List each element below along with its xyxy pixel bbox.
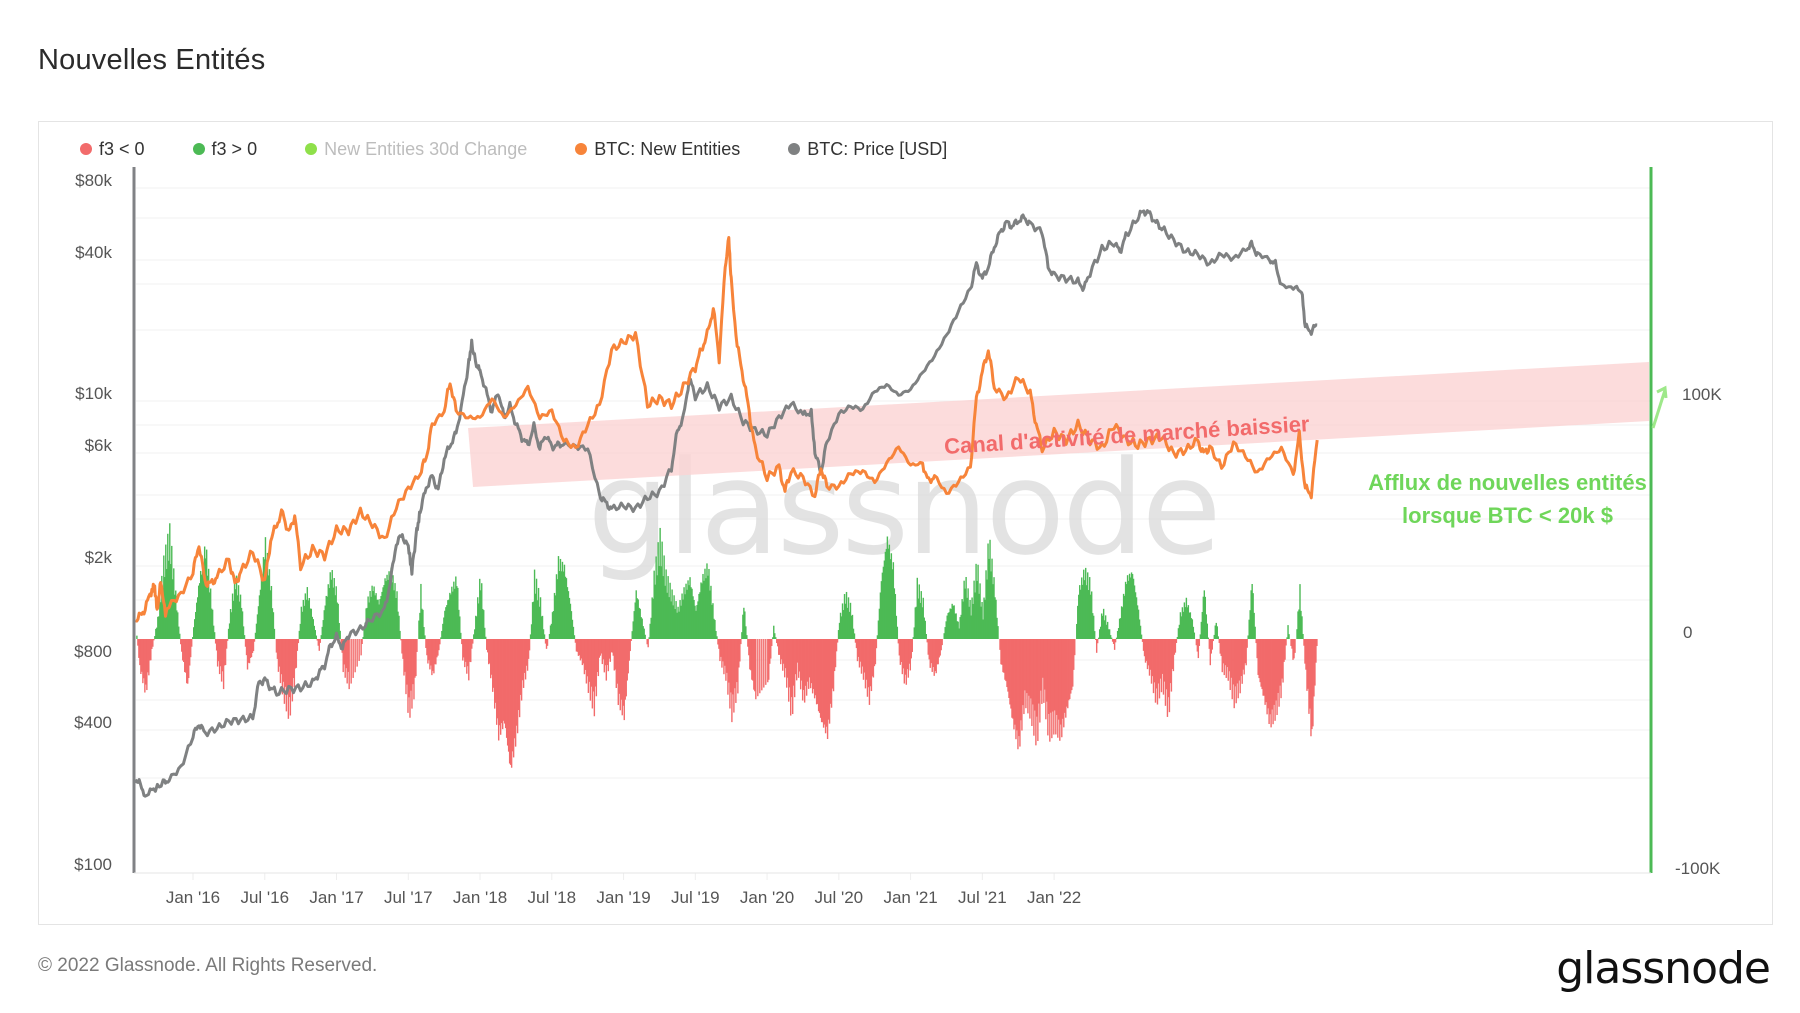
glassnode-logo: glassnode [1556,943,1771,994]
y-axis-right-labels: 100K 0 -100K [1675,385,1722,878]
x-tick-label: Jan '22 [1027,888,1081,907]
new-entities-line [135,236,1319,623]
page-title: Nouvelles Entités [38,44,266,76]
x-tick-label: Jul '19 [671,888,720,907]
copyright-footer: © 2022 Glassnode. All Rights Reserved. [38,955,378,976]
inflow-annotation-line1: Afflux de nouvelles entités [1368,470,1647,495]
y-left-tick-label: $10k [75,384,112,403]
y-right-tick-label: -100K [1675,859,1721,878]
legend-dot-icon [575,143,588,155]
x-tick-label: Jan '18 [453,888,507,907]
price-line [134,209,1318,798]
legend-label: BTC: Price [USD] [807,138,948,159]
x-tick-label: Jul '21 [958,888,1007,907]
y-left-tick-label: $6k [85,436,113,455]
chart-legend: f3 < 0 f3 > 0 New Entities 30d Change BT… [80,137,995,161]
x-axis-labels: Jan '16 Jul '16 Jan '17 Jul '17 Jan '18 Jul '… [166,888,1081,907]
legend-item-f3-negative[interactable]: f3 < 0 [80,139,145,160]
y-right-tick-label: 0 [1683,623,1692,642]
legend-dot-icon [80,143,92,155]
x-tick-label: Jul '17 [384,888,433,907]
legend-label: BTC: New Entities [594,138,741,159]
x-tick-label: Jan '20 [740,888,794,907]
y-axis-left-labels: $80k $40k $10k $6k $2k $800 $400 $100 [74,171,112,874]
histogram-30d-change [136,523,1318,768]
inflow-annotation-line2: lorsque BTC < 20k $ [1402,503,1613,528]
legend-dot-icon [788,143,801,155]
y-left-tick-label: $400 [74,713,112,732]
legend-label: New Entities 30d Change [324,138,528,159]
legend-label: f3 > 0 [211,138,258,159]
y-right-tick-label: 100K [1682,385,1722,404]
y-left-tick-label: $2k [85,548,113,567]
x-tick-label: Jan '21 [883,888,937,907]
chart-panel [38,121,1773,925]
x-tick-label: Jan '17 [309,888,363,907]
legend-item-f3-positive[interactable]: f3 > 0 [192,138,258,160]
legend-item-new-entities-30d-change[interactable]: New Entities 30d Change [305,139,527,160]
legend-label: f3 < 0 [99,138,145,159]
arrow-head-icon [1656,385,1668,399]
x-tick-label: Jul '18 [527,888,576,907]
legend-item-price[interactable]: BTC: Price [USD] [788,139,947,160]
x-tick-label: Jul '20 [815,888,864,907]
inflow-annotation: Afflux de nouvelles entités lorsque BTC … [1340,466,1675,532]
bear-channel-band [468,362,1649,487]
x-tick-label: Jan '16 [166,888,220,907]
y-left-tick-label: $800 [74,642,112,661]
legend-dot-icon [305,143,318,155]
y-left-tick-label: $100 [74,855,112,874]
x-tick-label: Jul '16 [240,888,289,907]
x-tick-label: Jan '19 [596,888,650,907]
up-arrow-icon [1651,389,1667,429]
y-left-tick-label: $80k [75,171,112,190]
y-left-tick-label: $40k [75,243,112,262]
legend-item-new-entities[interactable]: BTC: New Entities [575,139,740,160]
legend-dot-icon [192,143,205,155]
